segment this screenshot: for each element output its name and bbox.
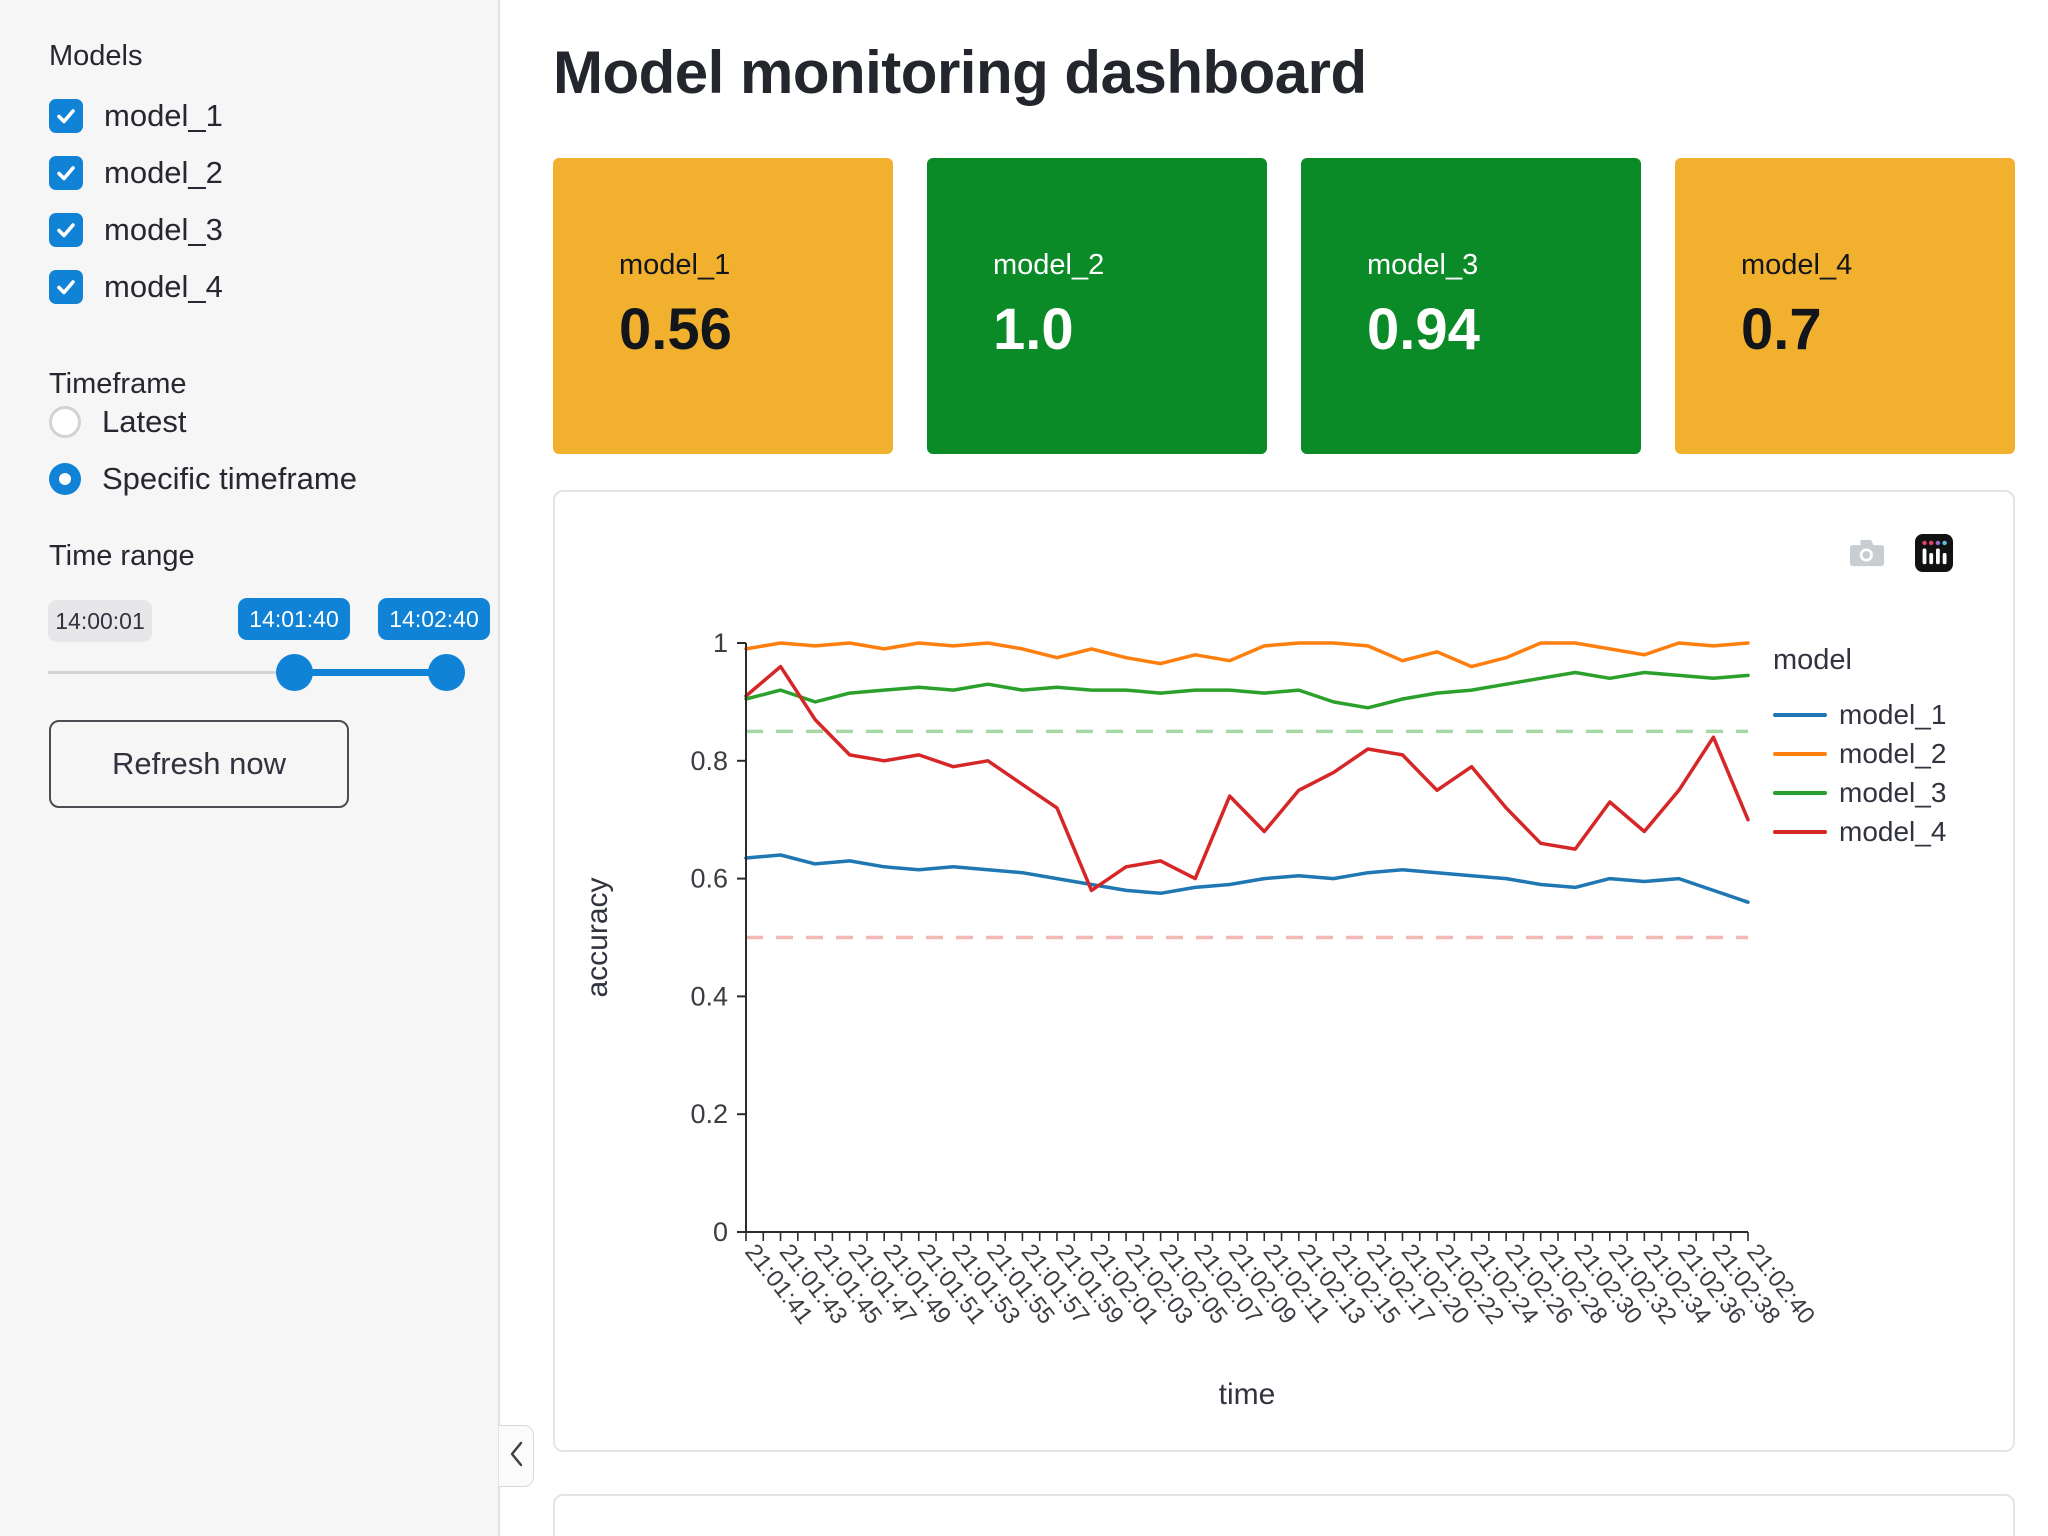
radio-label: Latest bbox=[102, 404, 187, 439]
check-icon bbox=[57, 109, 75, 124]
y-tick-label: 0.8 bbox=[690, 746, 728, 776]
metric-card-model_1: model_1 0.56 bbox=[553, 158, 893, 454]
slider-end-value-badge: 14:02:40 bbox=[378, 598, 490, 640]
page-title: Model monitoring dashboard bbox=[553, 39, 1367, 106]
models-section-label: Models bbox=[49, 40, 143, 72]
legend-item-label: model_4 bbox=[1839, 815, 1947, 847]
x-axis-title: time bbox=[1219, 1378, 1276, 1411]
checkbox-label: model_3 bbox=[104, 212, 223, 247]
metric-card-model_2: model_2 1.0 bbox=[927, 158, 1267, 454]
legend-line-swatch bbox=[1773, 790, 1827, 795]
metric-card-model_3: model_3 0.94 bbox=[1301, 158, 1641, 454]
sidebar-collapse-button[interactable] bbox=[499, 1425, 534, 1487]
sidebar: Models model_1 model_2 model_3 model_4 Time… bbox=[0, 0, 500, 1536]
accuracy-line-chart[interactable]: 00.20.40.60.8121:01:4121:01:4321:01:4521… bbox=[555, 492, 2017, 1454]
timeframe-section-label: Timeframe bbox=[49, 368, 187, 400]
radio-row-latest[interactable]: Latest bbox=[49, 402, 186, 442]
y-tick-label: 0.2 bbox=[690, 1099, 728, 1129]
time-range-label: Time range bbox=[49, 540, 195, 572]
checkbox-model_1[interactable] bbox=[49, 99, 83, 133]
metric-card-label: model_3 bbox=[1367, 249, 1479, 281]
legend-item-model_1[interactable]: model_1 bbox=[1773, 695, 1946, 734]
plotly-logo-icon[interactable] bbox=[1915, 534, 1953, 577]
time-range-slider-handle-start[interactable] bbox=[276, 654, 313, 691]
chart-legend: model model_1 model_2 model_3 model_4 bbox=[1773, 644, 1946, 851]
y-tick-label: 1 bbox=[713, 628, 728, 658]
series-line-model_4 bbox=[744, 664, 1750, 893]
metric-card-value: 0.94 bbox=[1367, 297, 1480, 362]
legend-line-swatch bbox=[1773, 751, 1827, 756]
radio-row-specific-timeframe[interactable]: Specific timeframe bbox=[49, 459, 357, 499]
check-icon bbox=[57, 166, 75, 181]
checkbox-row-model_4[interactable]: model_4 bbox=[49, 267, 223, 307]
checkbox-label: model_1 bbox=[104, 98, 223, 133]
slider-min-label: 14:00:01 bbox=[48, 600, 152, 642]
y-tick-label: 0.4 bbox=[690, 981, 728, 1011]
checkbox-model_2[interactable] bbox=[49, 156, 83, 190]
legend-item-label: model_3 bbox=[1839, 776, 1947, 808]
metric-card-value: 1.0 bbox=[993, 297, 1074, 362]
radio-label: Specific timeframe bbox=[102, 461, 357, 496]
legend-items: model_1 model_2 model_3 model_4 bbox=[1773, 695, 1946, 851]
metric-card-label: model_1 bbox=[619, 249, 731, 281]
radio-latest[interactable] bbox=[49, 406, 81, 438]
checkbox-model_4[interactable] bbox=[49, 270, 83, 304]
y-axis-title: accuracy bbox=[581, 877, 614, 997]
legend-item-model_4[interactable]: model_4 bbox=[1773, 812, 1946, 851]
checkbox-row-model_3[interactable]: model_3 bbox=[49, 210, 223, 250]
metric-cards-row: model_1 0.56 model_2 1.0 model_3 0.94 model_4 0… bbox=[553, 158, 2015, 454]
y-tick-label: 0 bbox=[713, 1217, 728, 1247]
metric-card-label: model_2 bbox=[993, 249, 1105, 281]
checkbox-label: model_4 bbox=[104, 269, 223, 304]
next-section-card bbox=[553, 1494, 2015, 1536]
metric-card-value: 0.7 bbox=[1741, 297, 1822, 362]
legend-title: model bbox=[1773, 644, 1852, 676]
check-icon bbox=[57, 280, 75, 295]
checkbox-model_3[interactable] bbox=[49, 213, 83, 247]
legend-item-model_3[interactable]: model_3 bbox=[1773, 773, 1946, 812]
radio-specific-timeframe[interactable] bbox=[49, 463, 81, 495]
legend-line-swatch bbox=[1773, 712, 1827, 717]
time-range-slider-track[interactable] bbox=[48, 671, 452, 674]
chevron-left-icon bbox=[507, 1439, 525, 1474]
legend-line-swatch bbox=[1773, 829, 1827, 834]
chart-card: 0 0.2 0.4 0.6 0.8 1 21:01:41 21:01:43 21:01:45 21… bbox=[553, 490, 2015, 1452]
series-line-model_1 bbox=[744, 853, 1750, 904]
time-range-slider-handle-end[interactable] bbox=[428, 654, 465, 691]
checkbox-label: model_2 bbox=[104, 155, 223, 190]
legend-item-label: model_2 bbox=[1839, 737, 1947, 769]
series-line-model_3 bbox=[744, 670, 1750, 710]
metric-card-label: model_4 bbox=[1741, 249, 1853, 281]
check-icon bbox=[57, 223, 75, 238]
checkbox-row-model_1[interactable]: model_1 bbox=[49, 96, 223, 136]
refresh-now-button[interactable]: Refresh now bbox=[49, 720, 349, 808]
slider-start-value-badge: 14:01:40 bbox=[238, 598, 350, 640]
y-tick-label: 0.6 bbox=[690, 864, 728, 894]
time-range-slider-active-track[interactable] bbox=[294, 669, 446, 676]
plotly-modebar bbox=[1847, 534, 1953, 577]
series-line-model_2 bbox=[744, 641, 1750, 669]
metric-card-model_4: model_4 0.7 bbox=[1675, 158, 2015, 454]
camera-icon[interactable] bbox=[1847, 536, 1887, 575]
legend-item-model_2[interactable]: model_2 bbox=[1773, 734, 1946, 773]
metric-card-value: 0.56 bbox=[619, 297, 732, 362]
checkbox-row-model_2[interactable]: model_2 bbox=[49, 153, 223, 193]
legend-item-label: model_1 bbox=[1839, 698, 1947, 730]
